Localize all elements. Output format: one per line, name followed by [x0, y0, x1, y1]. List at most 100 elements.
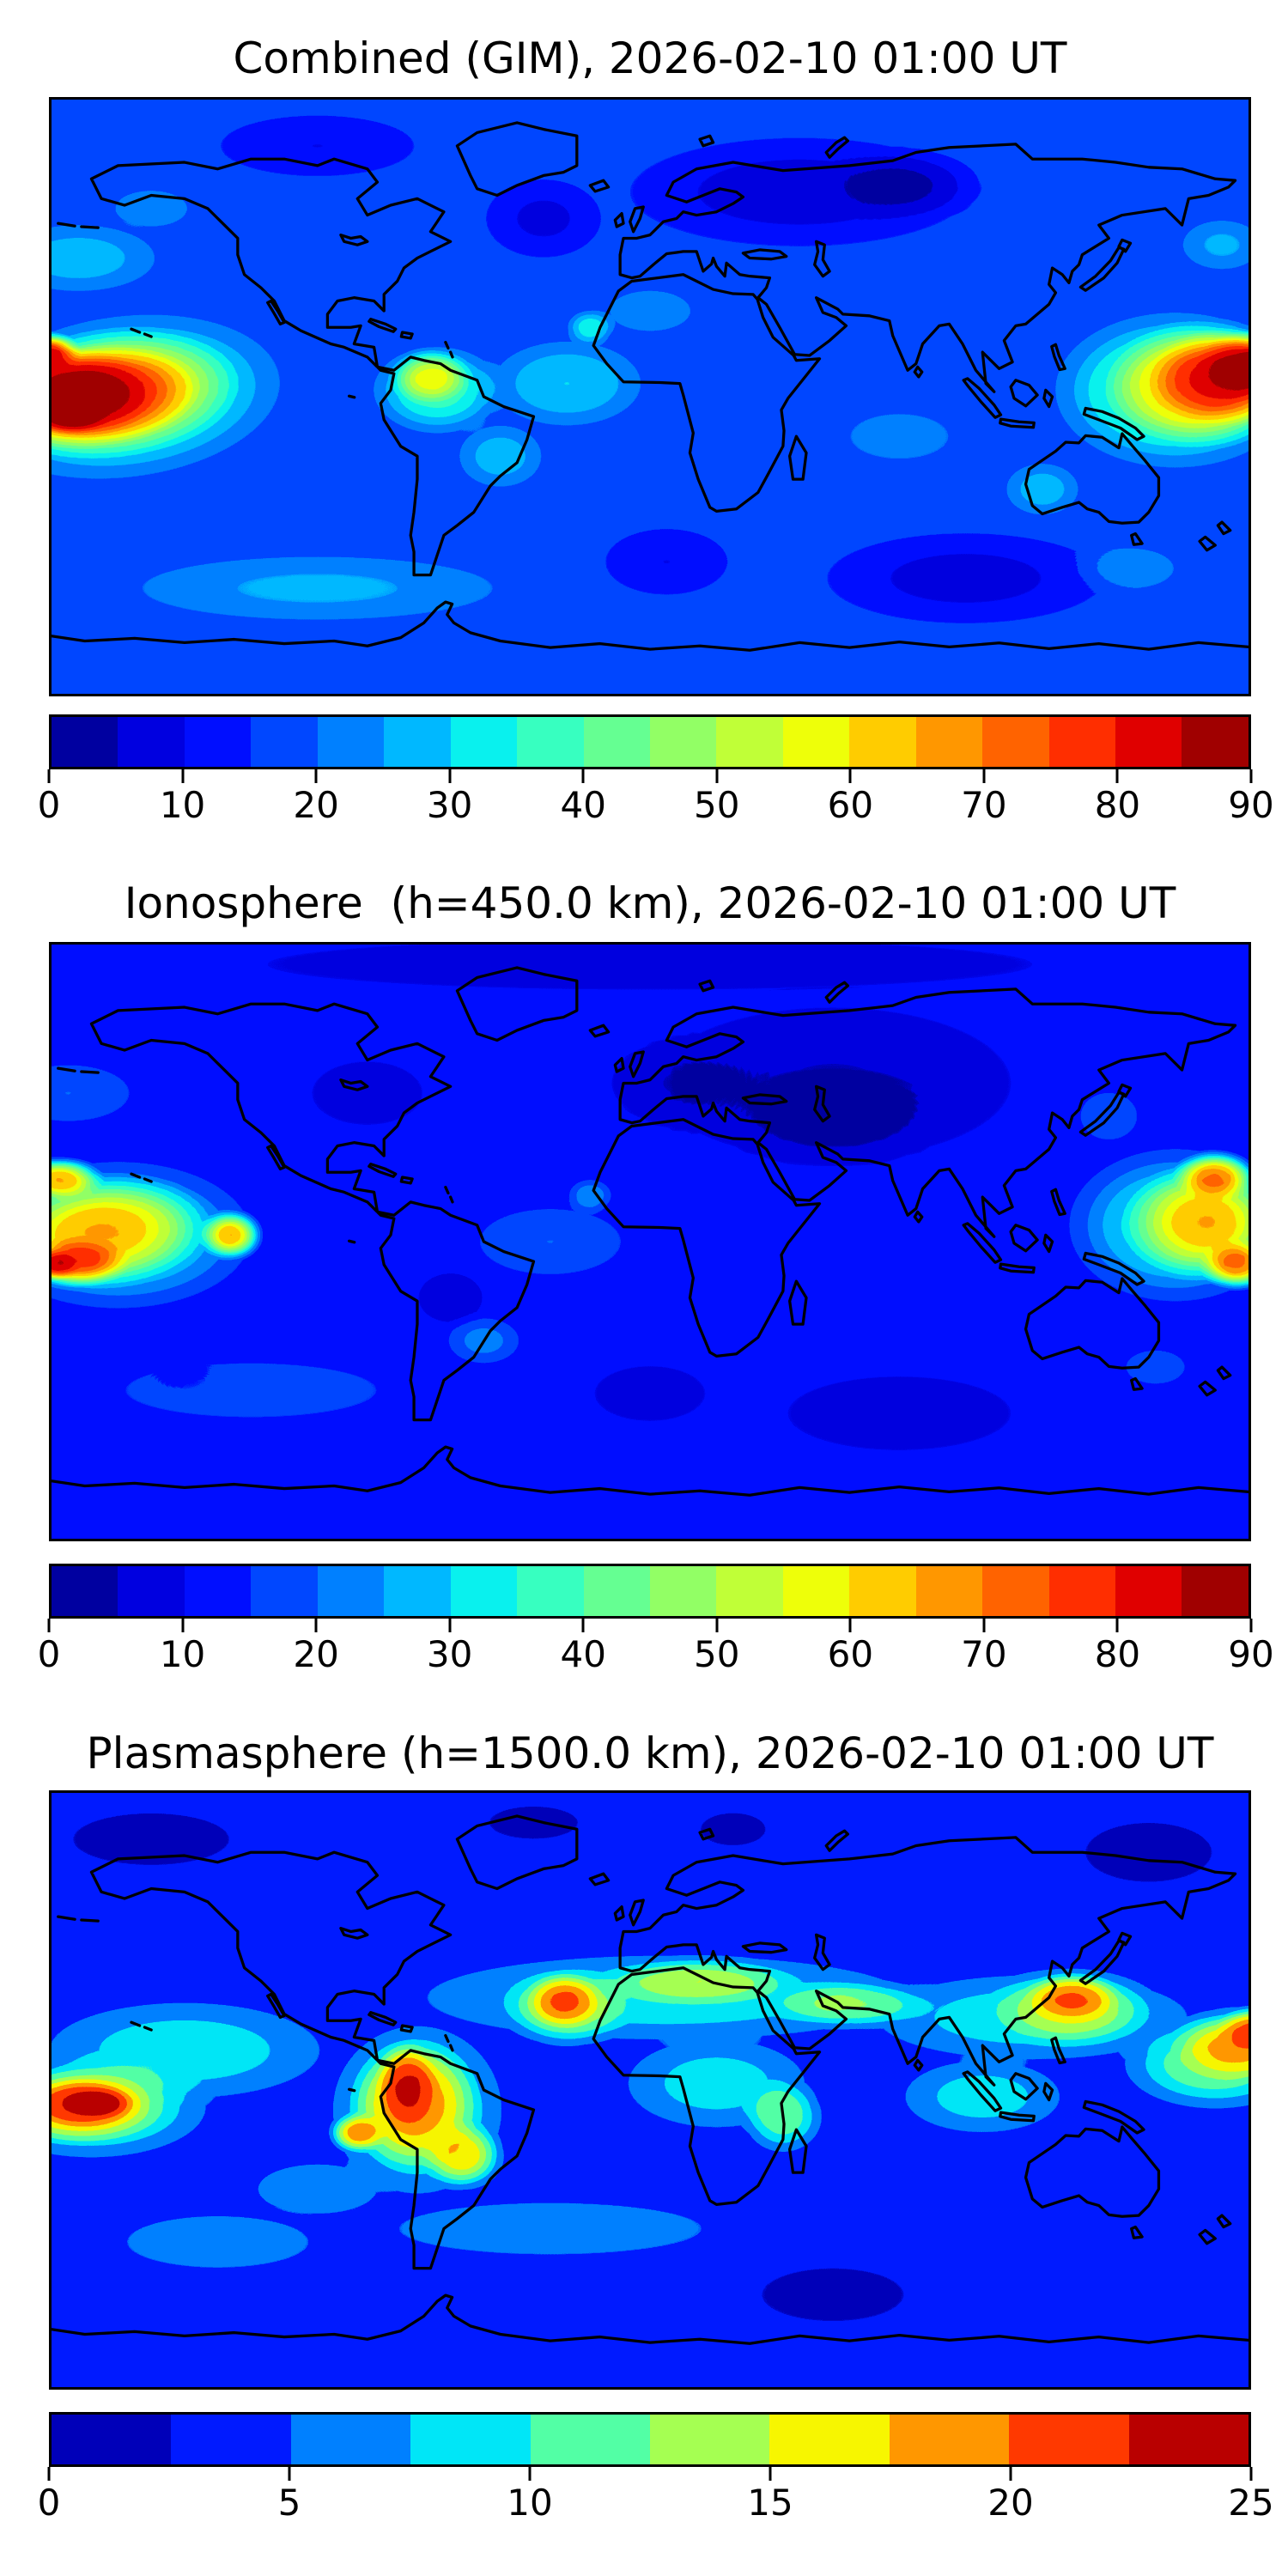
field-feature-east-asia-yellow: [1022, 1971, 1122, 2025]
colorbar-tick: [982, 1619, 986, 1632]
field-feature-scandinavia-low: [659, 1793, 806, 1866]
field-feature-south-pacific-low-west: [52, 2261, 131, 2328]
colorbar-segment: [517, 1566, 584, 1616]
colorbar-swatches: [52, 2415, 1249, 2464]
colorbar-axis-ionosphere: 0 10 20 30 40 50 60 70 80 90: [38, 1619, 1274, 1683]
colorbar-tick-label: 5: [277, 2482, 301, 2524]
colorbar-segment: [1009, 2415, 1129, 2464]
colorbar-segment: [118, 1566, 185, 1616]
colorbar-tick: [47, 2467, 51, 2481]
field-feature-indian-ocean-mid: [812, 397, 987, 477]
colorbar-segment: [410, 2415, 531, 2464]
field-feature-arctic-low-greenland: [434, 1793, 634, 1859]
field-feature-west-anomaly-core: [52, 1248, 82, 1282]
field-feature-south-atlantic-low: [563, 1350, 737, 1437]
colorbar-segment: [290, 2415, 411, 2464]
colorbar-segment: [849, 717, 916, 767]
field-feature-west-sahara-spot: [563, 307, 617, 348]
colorbar-segment: [1182, 717, 1249, 767]
colorbar-segment: [716, 717, 783, 767]
colorbar-tick: [448, 769, 452, 783]
field-feature-bering-cyan: [1169, 211, 1249, 278]
colorbar-tick: [288, 2467, 291, 2481]
field-feature-west-anomaly-orange-north: [52, 1156, 105, 1202]
colorbar-tick: [1009, 2467, 1012, 2481]
colorbar-tick-label: 20: [293, 1633, 339, 1675]
colorbar-tick-label: 70: [961, 1633, 1007, 1675]
colorbar-plasmasphere: [49, 2412, 1251, 2467]
field-feature-east-anomaly-orange-north: [1171, 1149, 1249, 1202]
colorbar-tick-label: 15: [747, 2482, 793, 2524]
panel-title-plasmasphere: Plasmasphere (h=1500.0 km), 2026-02-10 0…: [86, 1728, 1214, 1778]
colorbar-tick: [47, 769, 51, 783]
colorbar-tick-label: 70: [961, 784, 1007, 826]
colorbar-segment: [782, 1566, 850, 1616]
colorbar-segment: [384, 1566, 451, 1616]
colorbar-tick-label: 20: [293, 784, 339, 826]
colorbar-segment: [650, 2415, 770, 2464]
panel-title-combined: Combined (GIM), 2026-02-10 01:00 UT: [233, 33, 1067, 83]
field-feature-australia-low: [1009, 2166, 1156, 2252]
colorbar-tick: [982, 769, 986, 783]
world-map-plasmasphere: [49, 1790, 1251, 2390]
field-feature-central-pacific-orange: [197, 1208, 264, 1262]
field-feature-arctic-low-band: [52, 945, 1249, 1005]
field-feature-atlantic-equatorial-light: [450, 1195, 650, 1288]
colorbar-tick-label: 40: [560, 1633, 606, 1675]
colorbar-tick: [715, 769, 719, 783]
colorbar-segment: [184, 717, 252, 767]
colorbar-segment: [517, 717, 584, 767]
colorbar-axis-combined: 0 10 20 30 40 50 60 70 80 90: [38, 769, 1274, 834]
colorbar-segment: [384, 717, 451, 767]
field-feature-sa-anomaly-yellow-se: [420, 2119, 507, 2193]
colorbar-segment: [915, 717, 983, 767]
field-feature-west-anomaly-red-north: [52, 331, 82, 377]
colorbar-segment: [1115, 717, 1182, 767]
colorbar-segment: [915, 1566, 983, 1616]
colorbar-axis-plasmasphere: 0 5 10 15 20 25: [38, 2467, 1274, 2531]
colorbar-tick: [1249, 1619, 1253, 1632]
colorbar-tick: [581, 1619, 585, 1632]
colorbar-tick-label: 60: [827, 784, 874, 826]
field-feature-alaska-cyan: [98, 182, 205, 235]
field-feature-arabia-india-green: [762, 1978, 937, 2031]
field-feature-east-anomaly-red: [1195, 331, 1249, 404]
colorbar-tick: [528, 2467, 532, 2481]
field-feature-arctic-canada-low: [191, 106, 444, 185]
colorbar-tick-label: 90: [1228, 784, 1274, 826]
colorbar-segment: [52, 2415, 172, 2464]
field-feature-arctic-low-northeast: [1036, 1799, 1249, 1905]
field-feature-atlantic-equatorial-band: [473, 331, 660, 437]
field-feature-south-pacific-cyan: [1062, 538, 1196, 598]
colorbar-segment: [251, 1566, 318, 1616]
colorbar-tick: [1249, 2467, 1253, 2481]
field-feature-south-indian-low: [793, 522, 1139, 635]
field-feature-south-america-green: [387, 347, 474, 407]
field-feature-mid-atlantic-yellow: [523, 1971, 604, 2031]
colorbar-tick: [769, 2467, 772, 2481]
colorbar-swatches: [52, 717, 1249, 767]
colorbar-tick: [1115, 769, 1119, 783]
colorbar-tick: [314, 769, 318, 783]
colorbar-tick-label: 25: [1228, 2482, 1274, 2524]
colorbar-tick-label: 80: [1094, 1633, 1141, 1675]
colorbar-segment: [782, 717, 850, 767]
colorbar-tick-label: 10: [507, 2482, 553, 2524]
panel-title-ionosphere: Ionosphere (h=450.0 km), 2026-02-10 01:0…: [124, 878, 1176, 928]
colorbar-segment: [982, 717, 1049, 767]
colorbar-segment: [1048, 1566, 1115, 1616]
field-feature-north-pacific-cyan: [52, 215, 179, 301]
field-feature-east-anomaly-orange-south: [1198, 1238, 1249, 1291]
colorbar-ionosphere: [49, 1564, 1251, 1619]
colorbar-segment: [889, 2415, 1010, 2464]
colorbar-tick: [581, 769, 585, 783]
colorbar-tick-label: 40: [560, 784, 606, 826]
colorbar-segment: [769, 2415, 890, 2464]
colorbar-segment: [450, 717, 518, 767]
colorbar-swatches: [52, 1566, 1249, 1616]
colorbar-tick-label: 20: [987, 2482, 1034, 2524]
colorbar-tick-label: 60: [827, 1633, 874, 1675]
field-feature-west-anomaly-yellow: [52, 1171, 215, 1292]
colorbar-tick-label: 90: [1228, 1633, 1274, 1675]
